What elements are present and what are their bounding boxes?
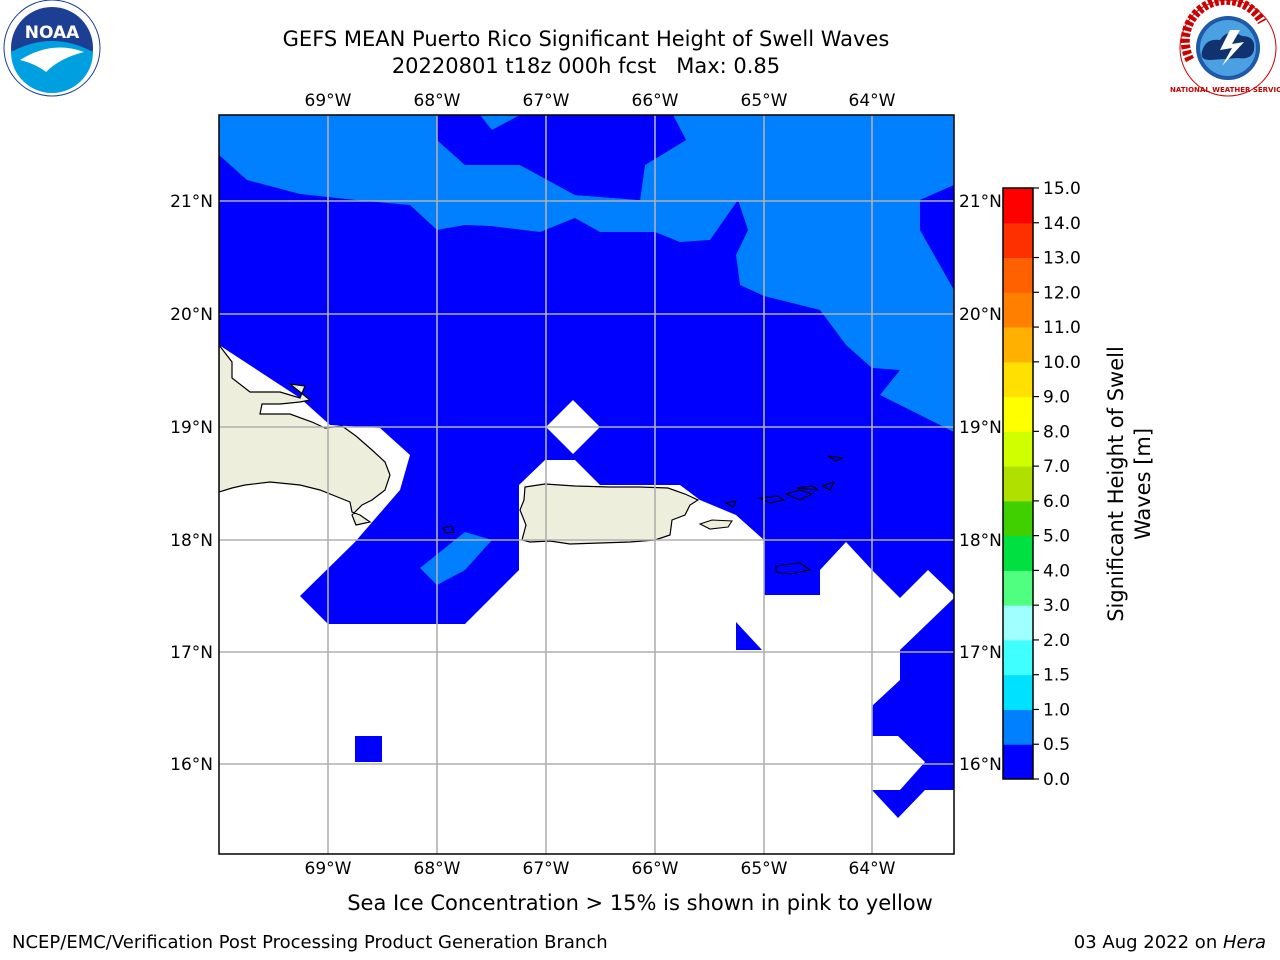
colorbar-swatch [1003,744,1033,780]
lat-label: 17°N [170,643,213,663]
swell-level-0.5-1.0-south-patch [420,532,492,585]
lon-label: 69°W [305,91,352,111]
map-frame [218,114,955,855]
lat-label: 19°N [959,418,1002,438]
lat-label: 21°N [170,192,213,212]
colorbar-tick-label: 6.0 [1043,492,1070,512]
lat-label: 17°N [959,643,1002,663]
colorbar-tick-label: 1.5 [1043,666,1070,686]
land-virgin-islands [724,455,844,575]
footer-credit: NCEP/EMC/Verification Post Processing Pr… [12,932,608,953]
noaa-logo: NOAA [3,0,101,97]
colorbar-swatch [1003,639,1033,676]
colorbar-label-line2: Waves [m] [1131,428,1155,540]
graticule [219,115,954,854]
land-hispaniola [219,344,391,526]
colorbar-tick-label: 10.0 [1043,353,1081,373]
lon-label: 66°W [632,859,679,879]
swell-level-0-0.5-north-tongue [437,115,686,200]
colorbar-swatch [1003,431,1033,467]
lat-label: 19°N [170,418,213,438]
lon-label: 67°W [523,91,570,111]
lon-label: 67°W [523,859,570,879]
colorbar-tick-label: 0.0 [1043,770,1070,790]
nws-logo-text: NATIONAL WEATHER SERVICE [1170,86,1280,94]
colorbar-swatch [1003,535,1033,571]
colorbar-tick-label: 0.5 [1043,735,1070,755]
sea-ice-note: Sea Ice Concentration > 15% is shown in … [347,891,933,915]
colorbar-tick-label: 1.0 [1043,700,1070,720]
colorbar [1003,188,1033,780]
swell-patch-south-east [872,598,954,818]
colorbar-tick-label: 14.0 [1043,214,1081,234]
lon-label: 69°W [305,859,352,879]
swell-level-0.5-1.0-north-notch [480,115,520,130]
map-title: GEFS MEAN Puerto Rico Significant Height… [282,27,890,51]
map-subtitle: 20220801 t18z 000h fcst Max: 0.85 [391,54,781,78]
swell-patch-south-center [736,622,762,650]
noaa-logo-text: NOAA [25,23,80,43]
colorbar-swatch [1003,396,1033,432]
lon-label: 68°W [414,91,461,111]
map-area [219,115,954,854]
lon-label: 66°W [632,91,679,111]
colorbar-tick-label: 3.0 [1043,596,1070,616]
colorbar-swatch [1003,570,1033,606]
lon-label: 65°W [741,859,788,879]
lat-label: 16°N [959,755,1002,775]
land-vieques [698,519,733,530]
colorbar-swatch [1003,327,1033,363]
colorbar-label: Significant Height of Swell Waves [m] [1104,346,1155,622]
colorbar-swatch [1003,222,1033,259]
lon-label: 64°W [849,91,896,111]
nws-logo: NATIONAL WEATHER SERVICE [1170,0,1280,97]
lat-labels-left: 21°N 20°N 19°N 18°N 17°N 16°N [170,192,213,775]
footer-date: 03 Aug 2022 on Hera [1074,932,1266,953]
colorbar-swatch [1003,605,1033,641]
lat-label: 21°N [959,192,1002,212]
colorbar-tick-label: 11.0 [1043,318,1081,338]
colorbar-swatch [1003,188,1033,224]
colorbar-tick-label: 8.0 [1043,422,1070,442]
colorbar-tick-label: 2.0 [1043,631,1070,651]
lat-label: 20°N [959,305,1002,325]
colorbar-swatch [1003,500,1033,537]
colorbar-tick-label: 4.0 [1043,561,1070,581]
footer-date-text: 03 Aug 2022 on [1073,932,1223,953]
lon-label: 64°W [849,859,896,879]
land-mona [442,525,455,534]
land-puerto-rico [519,483,700,545]
colorbar-swatch [1003,674,1033,710]
colorbar-swatch [1003,709,1033,745]
colorbar-tick-label: 12.0 [1043,283,1081,303]
lon-label: 68°W [414,859,461,879]
colorbar-tick-label: 5.0 [1043,527,1070,547]
colorbar-swatch [1003,361,1033,398]
colorbar-frame [1002,187,1034,780]
colorbar-tick-label: 15.0 [1043,179,1081,199]
colorbar-tick-label: 7.0 [1043,457,1070,477]
lat-label: 16°N [170,755,213,775]
lat-label: 20°N [170,305,213,325]
nws-logo-ring [1180,0,1266,63]
colorbar-label-line1: Significant Height of Swell [1104,346,1128,622]
lat-label: 18°N [959,531,1002,551]
lon-labels-bottom: 69°W 68°W 67°W 66°W 65°W 64°W [305,859,896,879]
colorbar-swatch [1003,466,1033,502]
colorbar-tick-label: 9.0 [1043,388,1070,408]
colorbar-ticks: 0.0 0.5 1.0 1.5 2.0 3.0 4.0 5.0 6.0 7.0 8.0 9.0 10.0… [1033,179,1081,790]
colorbar-tick-label: 13.0 [1043,249,1081,269]
footer-host: Hera [1222,932,1266,953]
lon-label: 65°W [741,91,788,111]
colorbar-swatch [1003,257,1033,293]
lat-labels-right: 21°N 20°N 19°N 18°N 17°N 16°N [959,192,1002,775]
colorbar-swatch [1003,292,1033,328]
lon-labels-top: 69°W 68°W 67°W 66°W 65°W 64°W [305,91,896,111]
swell-patch-south-west [355,736,382,762]
lat-label: 18°N [170,531,213,551]
